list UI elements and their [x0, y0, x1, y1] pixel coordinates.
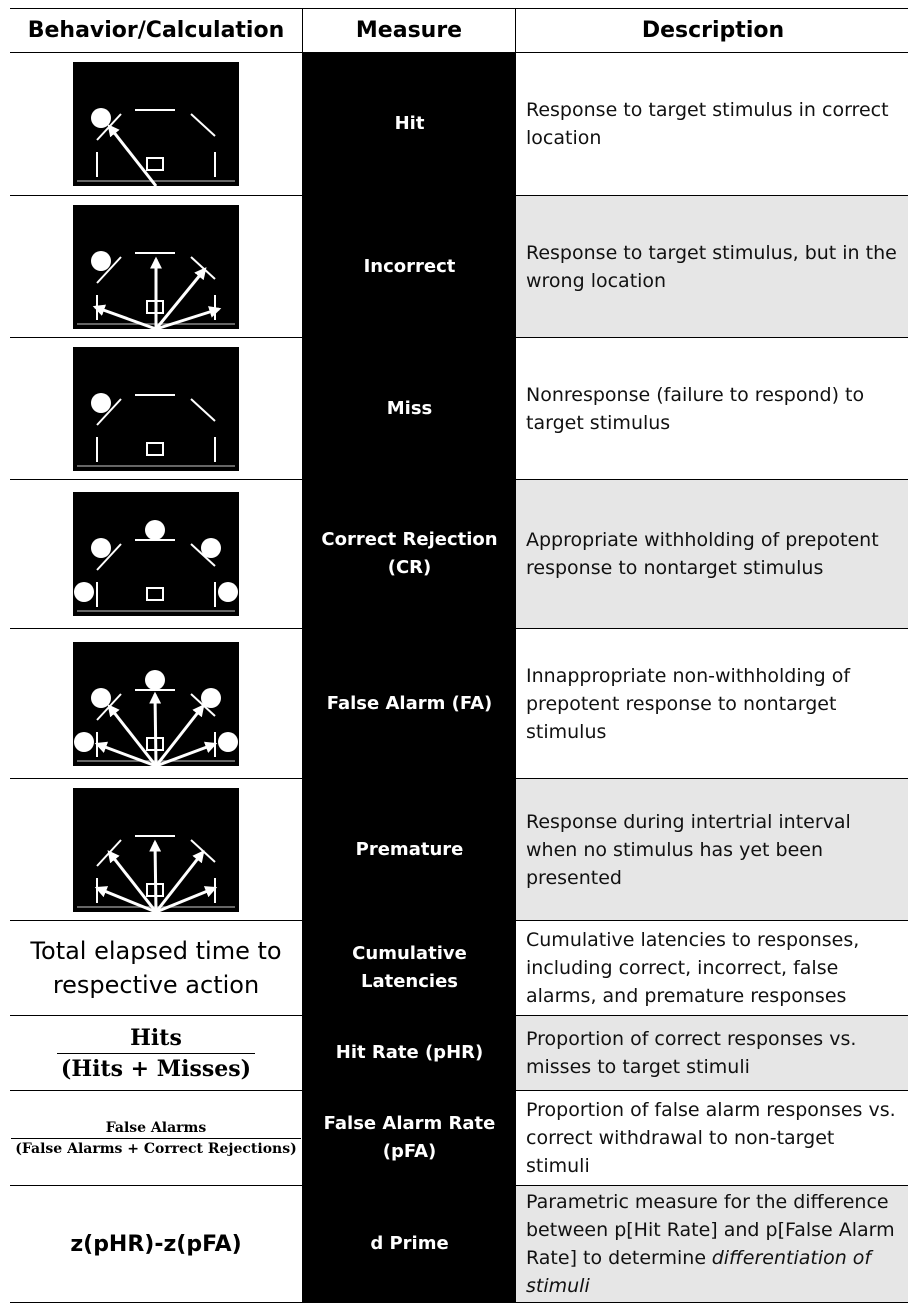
measure-cell: Miss — [303, 338, 516, 480]
numerator: False Alarms — [105, 1119, 207, 1136]
miss-diagram — [73, 347, 239, 471]
header-cell: Measure — [303, 9, 516, 53]
premature-diagram — [73, 788, 239, 912]
header-cell: Description — [516, 9, 908, 53]
description-cell: Parametric measure for the difference be… — [516, 1186, 908, 1303]
description-cell: Response to target stimulus in correct l… — [516, 53, 908, 196]
measure-cell: False Alarm Rate (pFA) — [303, 1091, 516, 1186]
cr-diagram — [73, 492, 239, 616]
description: Parametric measure for the difference be… — [526, 1191, 895, 1269]
fraction: Hits (Hits + Misses) — [56, 1024, 256, 1082]
description-cell: Response to target stimulus, but in the … — [516, 196, 908, 338]
fraction: False Alarms (False Alarms + Correct Reje… — [11, 1120, 301, 1157]
incorrect-diagram — [73, 205, 239, 329]
description-text: Parametric measure for the difference be… — [526, 1188, 900, 1300]
description-cell: Cumulative latencies to responses, inclu… — [516, 921, 908, 1016]
hit-diagram — [73, 62, 239, 186]
numerator: Hits — [130, 1024, 182, 1051]
behavior-cell: Total elapsed time to respective action — [10, 921, 303, 1016]
description-cell: Nonresponse (failure to respond) to targ… — [516, 338, 908, 480]
description-cell: Appropriate withholding of prepotent res… — [516, 480, 908, 629]
header-cell: Behavior/Calculation — [10, 9, 303, 53]
measure-cell: Premature — [303, 779, 516, 921]
description-cell: Innappropriate non-withholding of prepot… — [516, 629, 908, 779]
measure-cell: Hit Rate (pHR) — [303, 1016, 516, 1091]
behavior-cell — [10, 196, 303, 338]
description-emphasis: differentiation of stimuli — [526, 1247, 872, 1297]
behavior-cell: Hits (Hits + Misses) — [10, 1016, 303, 1091]
behavior-cell: False Alarms (False Alarms + Correct Reje… — [10, 1091, 303, 1186]
behavior-cell: z(pHR)-z(pFA) — [10, 1186, 303, 1303]
denominator: (Hits + Misses) — [56, 1052, 256, 1082]
description-cell: Proportion of correct responses vs. miss… — [516, 1016, 908, 1091]
behavior-cell — [10, 338, 303, 480]
behavior-cell — [10, 779, 303, 921]
behavior-cell — [10, 53, 303, 196]
description-cell: Response during intertrial interval when… — [516, 779, 908, 921]
behavior-cell — [10, 480, 303, 629]
measures-table: Behavior/Calculation Measure Description… — [10, 8, 908, 1303]
behavior-cell — [10, 629, 303, 779]
measure-cell: Cumulative Latencies — [303, 921, 516, 1016]
denominator: (False Alarms + Correct Rejections) — [11, 1137, 301, 1157]
description-cell: Proportion of false alarm responses vs. … — [516, 1091, 908, 1186]
measure-cell: d Prime — [303, 1186, 516, 1303]
measure-cell: Hit — [303, 53, 516, 196]
fa-diagram — [73, 642, 239, 766]
measure-cell: Incorrect — [303, 196, 516, 338]
measure-cell: False Alarm (FA) — [303, 629, 516, 779]
measure-cell: Correct Rejection (CR) — [303, 480, 516, 629]
